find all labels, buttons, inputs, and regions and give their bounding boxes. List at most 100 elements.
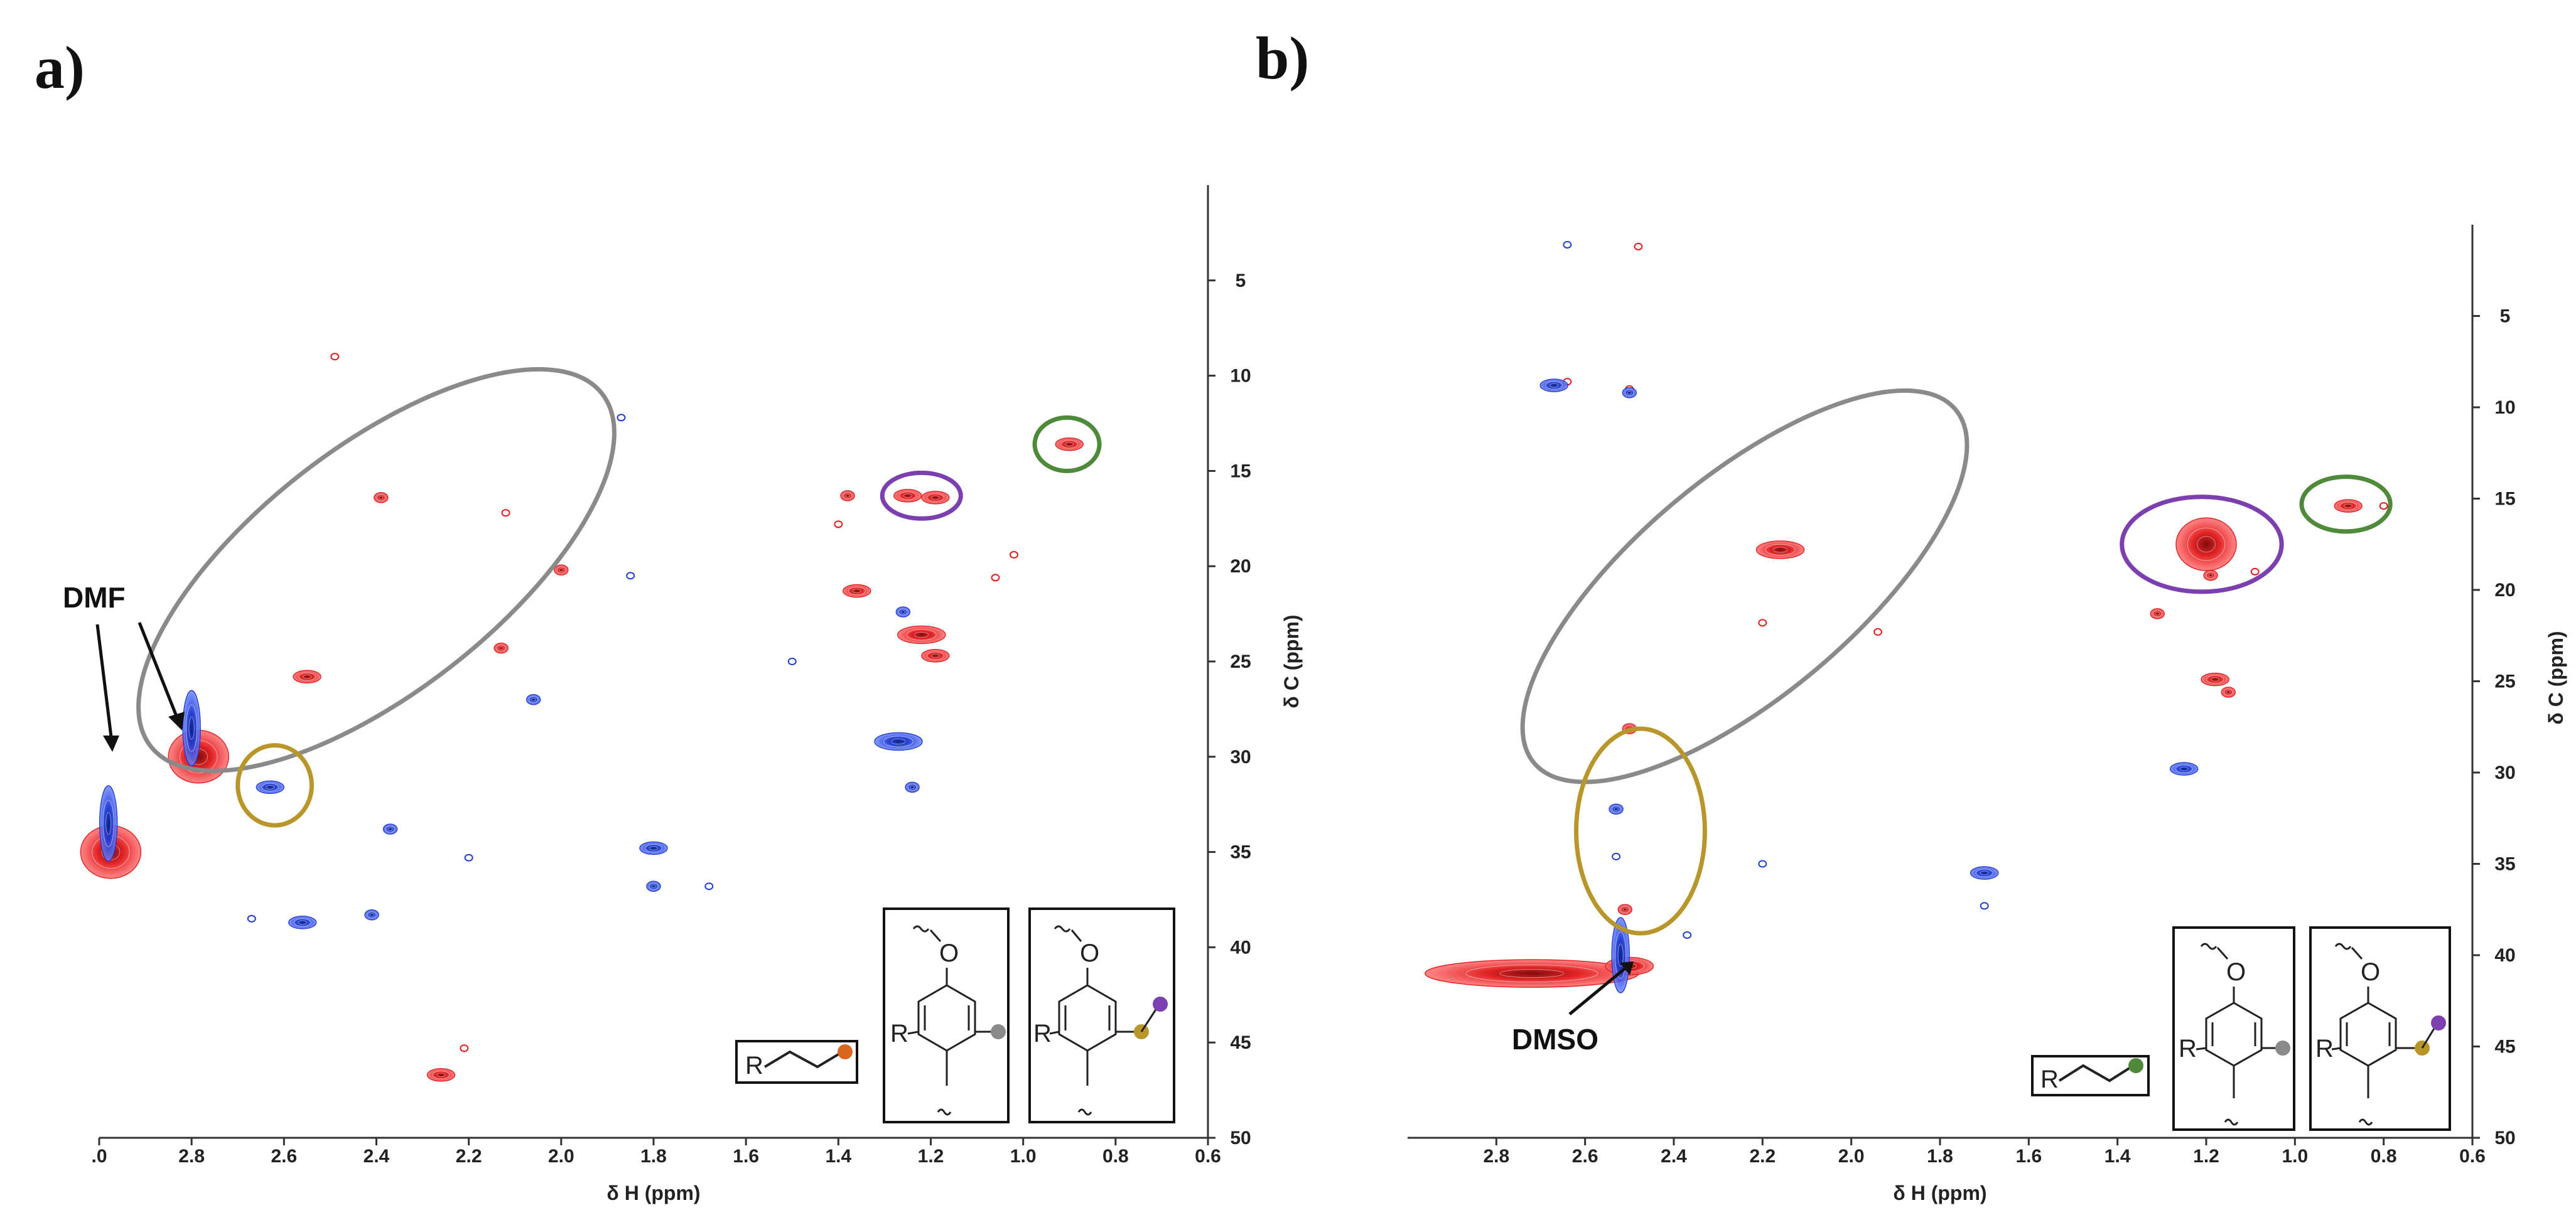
cross-peak-negative bbox=[1622, 387, 1637, 399]
highlight-ellipse-purple bbox=[2120, 495, 2284, 594]
cross-peak-positive bbox=[2150, 608, 2165, 619]
x-tick-label: 0.6 bbox=[2459, 1146, 2486, 1167]
cross-peak-positive bbox=[460, 1044, 469, 1052]
structure-aryl-2-dot-purple bbox=[1153, 997, 1168, 1012]
y-tick-label: 50 bbox=[1230, 1128, 1251, 1148]
x-tick-label: 1.4 bbox=[825, 1146, 851, 1167]
structure-aryl-1-r: R bbox=[2179, 1035, 2197, 1062]
cross-peak-negative bbox=[256, 780, 285, 795]
y-tick-label: 20 bbox=[1230, 556, 1251, 577]
structure-aryl-1-o: O bbox=[2226, 958, 2246, 986]
cross-peak-negative bbox=[1758, 860, 1767, 868]
structure-alkyl-r: R bbox=[745, 1052, 763, 1079]
cross-peak-negative bbox=[1539, 378, 1568, 392]
x-tick-label: 1.4 bbox=[2104, 1146, 2131, 1167]
cross-peak-negative bbox=[787, 658, 797, 665]
dmso-arrow-head bbox=[1620, 961, 1634, 975]
cross-peak-negative bbox=[639, 841, 668, 855]
highlight-ellipse-olive bbox=[1574, 726, 1707, 936]
structure-alkyl-r: R bbox=[2040, 1066, 2059, 1093]
structure-aryl-1-a: O R bbox=[883, 907, 1010, 1123]
cross-peak-positive bbox=[840, 490, 855, 501]
x-tick-label: 2.0 bbox=[548, 1146, 574, 1167]
y-tick-label: 30 bbox=[1230, 747, 1251, 768]
cross-peak-negative bbox=[2169, 762, 2199, 776]
cross-peak-positive bbox=[2379, 502, 2388, 510]
wavy-bond-icon bbox=[937, 1108, 952, 1116]
structure-aryl-1-box bbox=[883, 907, 1010, 1123]
cross-peak-positive bbox=[834, 520, 843, 528]
structure-aryl-2-r: R bbox=[1033, 1020, 1052, 1047]
y-tick-label: 15 bbox=[2494, 489, 2515, 510]
structure-aryl-2-a: O R bbox=[1028, 907, 1175, 1123]
y-tick-label: 45 bbox=[2494, 1037, 2515, 1057]
cross-peak-negative bbox=[874, 732, 923, 751]
y-tick-label: 20 bbox=[2494, 580, 2515, 601]
highlight-ellipse-olive bbox=[235, 743, 314, 828]
structure-aryl-1-b: O R bbox=[2172, 926, 2295, 1131]
y-tick-label: 5 bbox=[2500, 306, 2511, 327]
cross-peak-negative bbox=[99, 785, 118, 862]
x-tick-label: 2.8 bbox=[178, 1146, 205, 1167]
structure-aryl-2-r: R bbox=[2315, 1035, 2334, 1062]
x-tick-label: .0 bbox=[91, 1146, 107, 1167]
panel-a-ticks: .0 2.8 2.6 2.4 2.2 2.0 1.8 1.6 1.4 1.2 1.0 0.8 0.6 5 1… bbox=[91, 270, 1251, 1167]
cross-peak-positive bbox=[991, 574, 1000, 582]
cross-peak-positive bbox=[893, 489, 922, 503]
dmf-label: DMF bbox=[63, 581, 126, 614]
structure-aryl-1-o: O bbox=[939, 939, 959, 967]
highlight-ellipse-gray bbox=[136, 367, 617, 773]
x-tick-label: 1.8 bbox=[1927, 1146, 1953, 1167]
cross-peak-positive bbox=[1755, 540, 1805, 559]
y-tick-label: 5 bbox=[1236, 270, 1246, 291]
structure-alkyl-box bbox=[735, 1040, 858, 1084]
x-tick-label: 1.6 bbox=[733, 1146, 759, 1167]
cross-peak-positive bbox=[2250, 567, 2260, 575]
y-tick-label: 30 bbox=[2494, 763, 2515, 783]
y-tick-label: 35 bbox=[1230, 842, 1251, 863]
cross-peak-positive bbox=[2203, 569, 2218, 581]
cross-peak-negative bbox=[288, 916, 317, 929]
dmf-arrow-2 bbox=[137, 622, 180, 720]
structure-aryl-2-o: O bbox=[1080, 939, 1099, 967]
x-tick-label: 1.8 bbox=[640, 1146, 667, 1167]
cross-peak-negative bbox=[464, 854, 473, 862]
panel-b-ticks: 2.8 2.6 2.4 2.2 2.0 1.8 1.6 1.4 1.2 1.0 0.8 0.6 5 10 1… bbox=[1483, 306, 2515, 1167]
y-tick-label: 40 bbox=[1230, 937, 1251, 958]
cross-peak-positive bbox=[330, 353, 340, 361]
cross-peak-positive bbox=[1617, 904, 1633, 915]
cross-peak-positive bbox=[1009, 550, 1018, 559]
cross-peak-positive bbox=[921, 649, 950, 663]
structure-aryl-2-b: O R bbox=[2309, 926, 2451, 1131]
structure-alkyl-b: R bbox=[2031, 1055, 2150, 1096]
highlight-ellipse-purple bbox=[880, 470, 963, 521]
cross-peak-positive bbox=[843, 584, 871, 598]
panel-a-x-label: δ H (ppm) bbox=[606, 1182, 700, 1204]
panel-a-peaks bbox=[80, 353, 1084, 1082]
cross-peak-negative bbox=[1970, 866, 1999, 880]
structure-aryl-1-dot bbox=[2275, 1041, 2290, 1056]
y-tick-label: 25 bbox=[2494, 672, 2515, 692]
cross-peak-negative bbox=[525, 693, 541, 705]
y-tick-label: 50 bbox=[2494, 1128, 2515, 1148]
y-tick-label: 15 bbox=[1230, 461, 1251, 481]
x-tick-label: 0.8 bbox=[2371, 1146, 2397, 1167]
panel-b-x-label: δ H (ppm) bbox=[1893, 1182, 1986, 1204]
cross-peak-negative bbox=[895, 606, 911, 618]
cross-peak-positive bbox=[493, 642, 509, 654]
cross-peak-positive bbox=[2334, 499, 2363, 513]
wavy-bond-icon bbox=[1077, 1108, 1092, 1116]
x-tick-label: 0.6 bbox=[1195, 1146, 1221, 1167]
x-tick-label: 1.2 bbox=[918, 1146, 944, 1167]
panel-a: a) .0 2.8 2.6 2.4 2.2 2.0 1.8 1.6 1.4 1.2 1.0 0.8 0.… bbox=[35, 34, 1303, 1204]
dmf-arrow-1-head bbox=[103, 736, 119, 752]
structure-aryl-2-box bbox=[2309, 926, 2451, 1131]
x-tick-label: 2.6 bbox=[271, 1146, 297, 1167]
y-tick-label: 10 bbox=[1230, 366, 1251, 387]
panel-b-label: b) bbox=[1256, 24, 1309, 92]
cross-peak-positive bbox=[374, 492, 389, 503]
x-tick-label: 1.2 bbox=[2193, 1146, 2219, 1167]
panel-a-ellipses bbox=[136, 367, 1102, 828]
panel-b: b) 2.8 2.6 2.4 2.2 2.0 1.8 1.6 1.4 1.2 1.0 0.8 0.6 5… bbox=[1256, 24, 2567, 1204]
